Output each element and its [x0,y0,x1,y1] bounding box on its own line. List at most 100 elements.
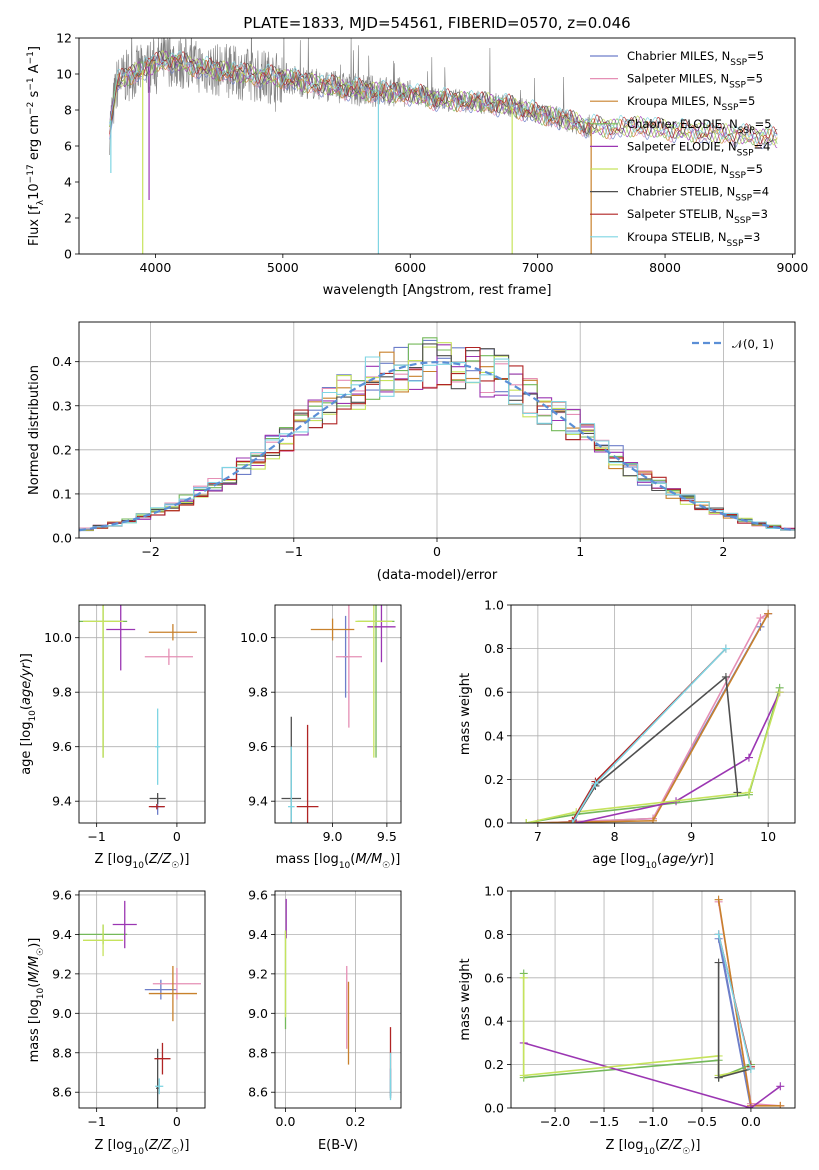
x-tick-label: 7 [534,829,542,844]
residual-histogram [79,356,795,531]
legend-label: 𝒩(0, 1) [732,337,774,351]
x-tick-label: 0.0 [276,1114,296,1129]
y-tick-label: 0.2 [484,1057,504,1072]
legend-label: Chabrier ELODIE, NSSP=5 [627,117,772,136]
weight-marker [591,779,600,788]
label-part: 10 [28,710,38,722]
label-part: ☉ [171,1147,179,1157]
y-tick-label: 9.4 [248,927,268,942]
y-tick-label: 9.8 [52,685,72,700]
label-part: SSP [738,126,755,136]
y-tick-label: 6 [64,139,72,154]
label-part: Z/Z [659,1138,683,1153]
label-part: ☉ [382,861,390,871]
label-part: SSP [729,81,746,91]
age-mass-x-label: mass [log10(M/M☉)] [276,852,401,871]
weight-marker [519,1071,528,1080]
x-tick-label: 4000 [140,260,172,275]
label-part: =5 [746,162,763,176]
y-tick-label: 9.4 [52,927,72,942]
label-part: Salpeter MILES, N [627,72,729,86]
label-part: Z [log [606,1138,644,1153]
label-part: Z/Z [148,852,172,867]
residual-y-label: Normed distribution [27,365,42,495]
label-part: =4 [754,139,771,153]
label-part: ( [144,1138,149,1153]
label-part: 10 [339,861,351,871]
y-tick-label: 8.8 [52,1045,72,1060]
label-part: 10 [27,183,42,200]
x-tick-label: 6000 [394,260,426,275]
residual-histogram [79,344,795,530]
plot-area [281,605,396,823]
y-tick-label: 0.4 [484,728,504,743]
y-tick-label: 10.0 [44,630,72,645]
gridlines [275,891,401,1108]
x-tick-label: 8000 [649,260,681,275]
label-part: Chabrier STELIB, N [627,185,735,199]
y-tick-label: 0.4 [52,354,72,369]
legend-label: Salpeter MILES, NSSP=5 [627,72,763,91]
label-part: A [27,64,42,77]
weight-marker [714,895,723,904]
x-tick-label: 9000 [777,260,809,275]
x-tick-label: −2 [141,544,159,559]
y-tick-label: 0.4 [484,1014,504,1029]
weight-line [537,613,769,823]
x-tick-label: −2.0 [540,1114,570,1129]
y-tick-label: 9.8 [248,685,268,700]
axes-mass_vs_ebv: 0.0 0.2 8.6 8.8 9.0 9.2 9.4 9.6 [248,887,402,1129]
label-part: age/yr [662,852,705,867]
label-part: SSP [722,103,739,113]
label-part: 10 [36,987,46,999]
axes-spectrum: 4000 5000 6000 7000 8000 9000 0 2 4 6 8 10 12 [56,31,809,276]
label-part: s [27,90,42,101]
label-part: ☉ [36,948,46,956]
label-part: Chabrier MILES, N [627,49,730,63]
weight-y-label: mass weight [458,958,473,1040]
label-part: SSP [734,216,751,226]
label-part: Salpeter STELIB, N [627,207,734,221]
age-z-x-label: Z [log10(Z/Z☉)] [95,852,190,871]
y-tick-label: 12 [56,31,72,46]
y-tick-label: 4 [64,175,72,190]
axes-mass_vs_Z: −1 0 8.6 8.8 9.0 9.2 9.4 9.6 [52,887,206,1129]
x-tick-label: 10 [760,829,776,844]
y-tick-label: 0.6 [484,685,504,700]
axes-frame [510,604,796,824]
label-part: =5 [747,49,764,63]
x-tick-label: −1 [285,544,303,559]
weight-marker [649,816,657,823]
model-spectrum-kroupa-stelib [109,50,778,144]
label-part: SSP [737,148,754,158]
axes-frame [274,890,402,1109]
x-tick-label: 9.0 [323,829,343,844]
gridlines [511,604,795,824]
weight-marker [776,1101,785,1108]
weight-line [717,934,752,1108]
plot-area [109,38,778,254]
weight-z-x-label: Z [log10(Z/Z☉)] [606,1138,701,1157]
y-tick-label: 0 [64,247,72,262]
y-tick-label: 9.0 [248,1006,268,1021]
x-tick-label: 2 [719,544,727,559]
label-part: 10 [132,1147,144,1157]
x-tick-label: 7000 [522,260,554,275]
gridlines [79,605,205,823]
label-part: 10 [132,861,144,871]
plot-area [522,609,784,823]
weight-marker [756,614,765,623]
plot-area [79,605,197,815]
y-tick-label: 0.3 [52,398,72,413]
y-tick-label: 9.2 [248,966,268,981]
label-part: )] [704,852,714,867]
x-tick-label: 0 [433,544,441,559]
y-tick-label: 10.0 [240,630,268,645]
weight-marker [764,609,773,618]
plot-area [519,895,785,1108]
axes-age_vs_mass: 9.0 9.5 9.4 9.6 9.8 10.0 [240,604,402,844]
y-tick-label: 8.6 [52,1085,72,1100]
x-tick-label: 8 [611,829,619,844]
y-tick-label: 9.6 [52,887,72,902]
